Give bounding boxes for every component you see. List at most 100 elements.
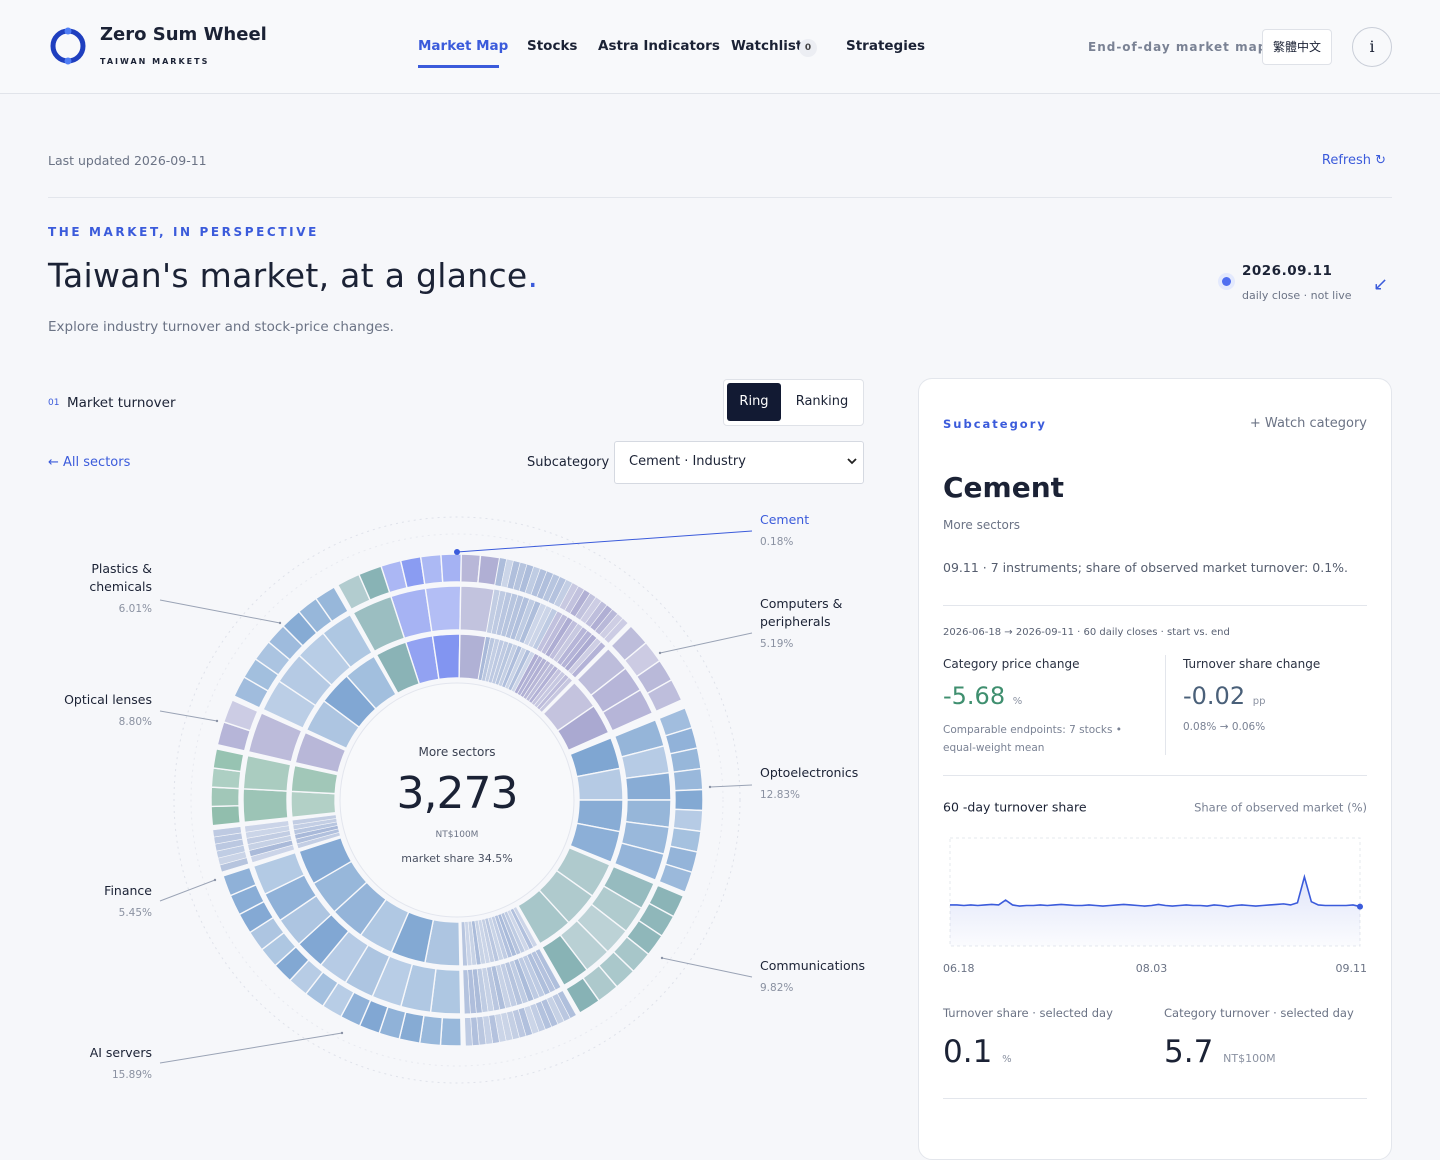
collapse-button[interactable]: ↙ (1373, 274, 1389, 295)
brand[interactable]: Zero Sum Wheel (100, 24, 267, 45)
sector-label[interactable]: Cement 0.18% (760, 511, 809, 551)
divider (48, 197, 1392, 198)
ring-cell (646, 678, 683, 713)
leader-line (159, 710, 218, 722)
nav-underline (418, 65, 499, 68)
center-value: 3,273 (396, 768, 519, 819)
metric-label: Turnover share change (1183, 657, 1321, 671)
chart-title: 60 -day turnover share (943, 800, 1087, 815)
metric-note: Comparable endpoints: 7 stocks • equal-w… (943, 724, 1123, 754)
area (950, 876, 1360, 946)
view-button[interactable]: Ranking (795, 394, 849, 409)
metric-number: -0.02 (1183, 682, 1246, 710)
detail-summary: 09.11 · 7 instruments; share of observed… (943, 560, 1349, 575)
sector-label[interactable]: Optoelectronics 12.83% (760, 764, 858, 804)
detail-eyebrow: Subcategory (943, 417, 1047, 431)
graphics: 60 -day turnover share Share of observed … (159, 516, 1368, 1084)
back-link[interactable]: ← All sectors (48, 455, 131, 470)
leader-line (709, 784, 753, 788)
ring-cell (290, 764, 339, 795)
ring-cell (674, 788, 704, 812)
refresh-button[interactable]: Refresh ↻ (1321, 153, 1386, 168)
metric-label: Category turnover · selected day (1164, 1006, 1354, 1020)
nav-link[interactable]: Stocks (527, 38, 578, 54)
sector-share: 9.82% (760, 982, 794, 994)
ring-cell (314, 586, 349, 623)
leader-line (659, 632, 753, 654)
ring-cell (242, 754, 292, 792)
sector-share: 5.45% (118, 907, 152, 919)
section-index: 01 (48, 398, 60, 408)
nav-link[interactable]: Watchlist (731, 38, 803, 54)
ring-cell (212, 826, 242, 838)
ring-cell (672, 767, 704, 792)
select-value: Cement · Industry (629, 454, 746, 469)
metric-value: -5.68 % (943, 682, 1022, 710)
sector-label[interactable]: Communications 9.82% (760, 957, 865, 997)
ring-cell (571, 641, 607, 679)
sector-share: 5.19% (760, 638, 794, 650)
metric-number: 0.1 (943, 1034, 993, 1070)
divider (943, 605, 1367, 606)
sector-name: Finance (104, 883, 152, 898)
nav-link[interactable]: Market Map (418, 38, 509, 54)
sector-label[interactable]: Computers & peripherals 5.19% (760, 595, 855, 653)
ring-cell (294, 731, 347, 774)
eyebrow: THE MARKET, IN PERSPECTIVE (48, 225, 319, 239)
sector-label[interactable]: Plastics & chemicals 6.01% (72, 560, 152, 618)
sector-label[interactable]: Optical lenses 8.80% (64, 691, 152, 731)
ring-cell (462, 969, 471, 1015)
center-share: market share 34.5% (401, 852, 513, 865)
leader-dot (215, 719, 219, 723)
ring-cell (375, 641, 421, 695)
logo (50, 27, 86, 65)
leader-line (159, 1032, 343, 1064)
sector-label[interactable]: AI servers 15.89% (90, 1044, 152, 1084)
ring-cell (460, 921, 468, 967)
watch-button[interactable]: + Watch category (1249, 416, 1367, 431)
leader-dot (340, 1031, 344, 1035)
x-tick-label: 06.18 (943, 962, 975, 975)
ring-cell (357, 565, 391, 602)
metric-divider (1165, 655, 1166, 755)
ring-cell (556, 705, 610, 752)
info-button[interactable]: i (1352, 27, 1392, 67)
ring-hole (339, 682, 575, 918)
page: Zero Sum Wheel html, body { margin: 0; p… (0, 24, 1440, 1160)
ring-cell (222, 866, 258, 897)
ring-cell (541, 934, 588, 987)
leader-line (159, 599, 281, 624)
sector-name: Cement (760, 512, 810, 527)
view-button[interactable]: Ring (727, 383, 781, 421)
detail-name: Cement (943, 471, 1065, 504)
detail-parent: More sectors (943, 518, 1021, 532)
ring-cell (252, 851, 306, 896)
hero-title-dot: . (527, 256, 539, 295)
metric-note: 0.08% → 0.06% (1183, 721, 1266, 733)
detail-period: 2026-06-18 → 2026-09-11 · 60 daily close… (943, 627, 1230, 638)
sector-name: AI servers (89, 1045, 152, 1060)
ring-cell (419, 553, 444, 586)
ring-cell (569, 822, 621, 864)
nav-link[interactable]: Astra Indicators (598, 38, 720, 54)
sector-name: Optoelectronics (760, 765, 859, 780)
ring-cell (613, 842, 665, 882)
ring-cell (212, 748, 245, 773)
sector-share: 0.18% (760, 536, 794, 548)
language-button[interactable]: 繁體中文 (1262, 29, 1332, 65)
leader-line (456, 530, 753, 553)
ring-cell (345, 655, 397, 710)
section-heading: Market turnover (67, 395, 176, 411)
x-tick-label: 09.11 (1336, 962, 1368, 975)
metric-unit: % (1002, 1054, 1012, 1065)
subcategory-select[interactable]: Cement · Industry (614, 441, 864, 484)
ring-cell (439, 1016, 463, 1047)
sector-name: Computers & peripherals (760, 596, 843, 629)
sector-name: Plastics & chemicals (89, 561, 152, 594)
sector-share: 6.01% (118, 603, 152, 615)
nav-link[interactable]: Strategies (846, 38, 926, 54)
metric-unit: NT$100M (1223, 1052, 1276, 1065)
sector-share: 8.80% (118, 716, 152, 728)
line (950, 873, 1361, 908)
sector-label[interactable]: Finance 5.45% (104, 882, 152, 922)
